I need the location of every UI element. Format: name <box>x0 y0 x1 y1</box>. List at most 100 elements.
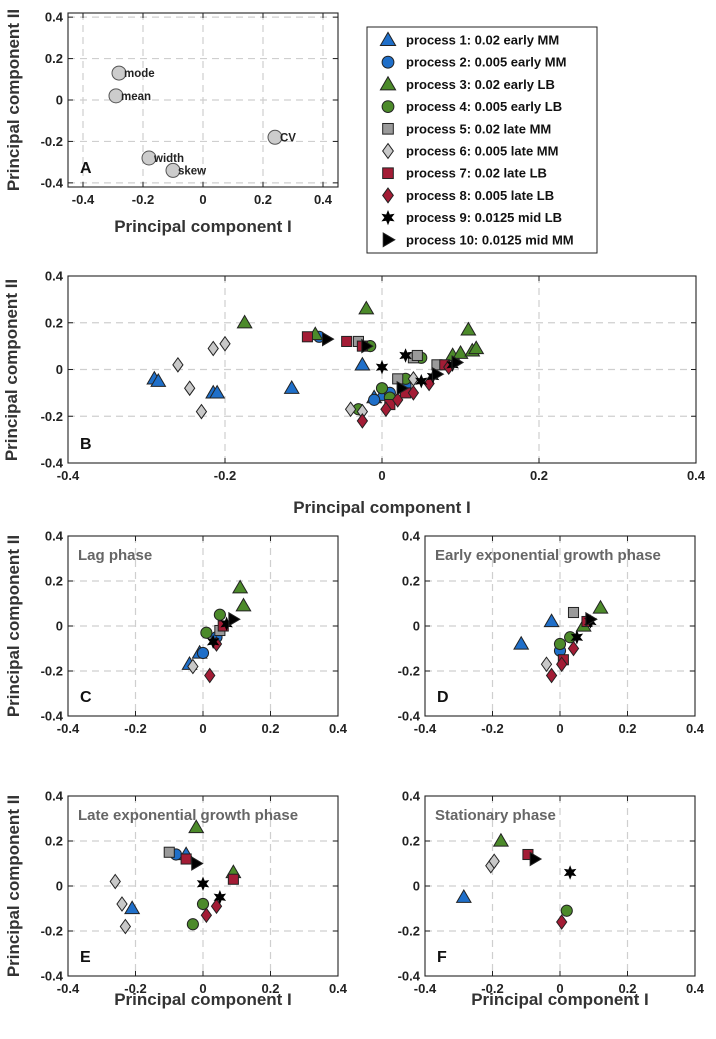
y-tick-label: -0.4 <box>41 456 64 471</box>
panel-e: -0.4 -0.2 0 0.2 0.4 -0.4 -0.2 0 0.2 0.4 Principal … <box>4 789 348 1010</box>
legend-entry: process 1: 0.02 early MM <box>406 33 559 48</box>
y-axis-label: Principal component II <box>4 535 23 717</box>
data-point-process-8 <box>556 656 568 673</box>
loading-label: CV <box>280 132 296 144</box>
data-point-process-1 <box>283 380 300 394</box>
y-tick-label: -0.4 <box>41 709 64 724</box>
data-point-process-1 <box>124 900 141 915</box>
x-tick-label: -0.2 <box>132 192 154 207</box>
legend-entry: process 8: 0.005 late LB <box>406 188 554 203</box>
data-point-process-9 <box>196 876 210 891</box>
y-tick-label: 0.4 <box>45 269 64 284</box>
data-point-process-4 <box>553 637 567 651</box>
data-point-process-9 <box>415 374 428 389</box>
y-tick-label: 0.2 <box>402 834 420 849</box>
x-tick-label: -0.4 <box>57 721 80 736</box>
x-tick-label: 0.4 <box>686 981 705 996</box>
data-point-process-3 <box>492 832 510 847</box>
data-point-process-6 <box>195 403 208 420</box>
legend-marker <box>382 187 394 204</box>
loading-point <box>111 65 127 81</box>
x-tick-label: 0.2 <box>530 468 548 483</box>
legend-entry: process 4: 0.005 early LB <box>406 99 562 114</box>
legend-box <box>366 26 598 254</box>
legend-marker <box>382 122 394 135</box>
x-tick-label: 0.4 <box>329 981 348 996</box>
x-tick-label: -0.4 <box>57 981 80 996</box>
y-tick-label: -0.4 <box>398 969 421 984</box>
y-tick-label: -0.2 <box>41 134 63 149</box>
y-tick-label: 0.4 <box>45 529 64 544</box>
legend-marker <box>381 210 395 226</box>
data-point-process-6 <box>116 896 128 912</box>
y-tick-label: 0.4 <box>402 789 421 804</box>
data-point-process-1 <box>455 889 472 903</box>
y-tick-label: 0.4 <box>45 10 64 25</box>
data-point-process-8 <box>356 413 369 429</box>
y-tick-label: 0.4 <box>402 529 421 544</box>
loading-label: skew <box>178 165 206 177</box>
data-point-process-3 <box>232 579 249 594</box>
x-tick-label: -0.2 <box>124 981 146 996</box>
data-point-process-3 <box>188 819 205 834</box>
loading-point <box>141 150 157 166</box>
y-tick-label: 0 <box>56 619 63 634</box>
y-tick-label: -0.4 <box>41 175 64 190</box>
y-axis-label: Principal component II <box>4 9 23 191</box>
legend-marker <box>381 100 395 113</box>
panel-b: -0.4 -0.2 0 0.2 0.4 -0.4 -0.2 0 0.2 0.4 Principal … <box>2 269 706 518</box>
data-point-process-8 <box>407 384 420 401</box>
data-point-process-3 <box>358 300 375 315</box>
panel-label: F <box>437 949 447 966</box>
panel-label: B <box>80 436 92 453</box>
x-axis-label: Principal component I <box>293 498 471 517</box>
data-point-process-10 <box>191 856 204 871</box>
data-point-process-9 <box>375 360 389 375</box>
data-point-process-1 <box>543 613 560 628</box>
loading-point <box>165 162 181 178</box>
legend-marker <box>382 167 394 180</box>
x-axis-label: Principal component I <box>114 990 292 1009</box>
data-point-process-6 <box>207 340 219 357</box>
y-tick-label: 0.2 <box>45 315 63 330</box>
y-tick-label: -0.2 <box>398 664 420 679</box>
x-tick-label: 0.4 <box>686 721 705 736</box>
legend-entry: process 6: 0.005 late MM <box>406 144 558 159</box>
legend-entry: process 7: 0.02 late LB <box>406 166 547 181</box>
data-point-process-4 <box>196 897 210 911</box>
x-tick-label: 0 <box>378 468 385 483</box>
panel-a: -0.4 -0.2 0 0.2 0.4 -0.4 -0.2 0 0.2 0.4 Principal … <box>4 9 339 236</box>
data-point-process-7 <box>301 331 313 343</box>
x-tick-label: 0 <box>556 721 563 736</box>
x-axis-label: Principal component I <box>114 217 292 236</box>
panel-c: -0.4 -0.2 0 0.2 0.4 -0.4 -0.2 0 0.2 0.4 Principal … <box>4 529 348 737</box>
x-tick-label: -0.2 <box>481 981 503 996</box>
y-tick-label: 0.2 <box>402 574 420 589</box>
y-tick-label: -0.2 <box>398 924 420 939</box>
data-point-process-3 <box>592 599 609 614</box>
data-point-process-8 <box>204 667 216 684</box>
data-point-process-4 <box>213 608 226 621</box>
data-point-process-3 <box>452 344 469 359</box>
x-tick-label: 0 <box>199 721 206 736</box>
y-tick-label: 0.2 <box>45 51 63 66</box>
data-point-process-6 <box>119 918 132 935</box>
y-axis-label: Principal component II <box>2 279 21 461</box>
legend-marker <box>381 55 395 69</box>
legend-entry: process 3: 0.02 early LB <box>406 77 555 92</box>
x-tick-label: -0.2 <box>481 721 503 736</box>
legend: process 1: 0.02 early MM process 2: 0.005… <box>366 26 598 254</box>
data-point-process-10 <box>451 355 465 370</box>
panel-label: D <box>437 689 449 706</box>
y-tick-label: -0.4 <box>398 709 421 724</box>
loading-point <box>267 129 283 145</box>
legend-entry: process 5: 0.02 late MM <box>406 121 551 136</box>
data-point-process-1 <box>354 356 371 371</box>
data-point-process-5 <box>163 846 175 858</box>
loading-point <box>108 88 124 104</box>
data-point-process-9 <box>570 630 584 645</box>
loading-label: width <box>153 153 184 165</box>
panel-title: Late exponential growth phase <box>78 807 298 824</box>
data-point-process-1 <box>209 384 226 399</box>
data-point-process-6 <box>187 658 199 675</box>
